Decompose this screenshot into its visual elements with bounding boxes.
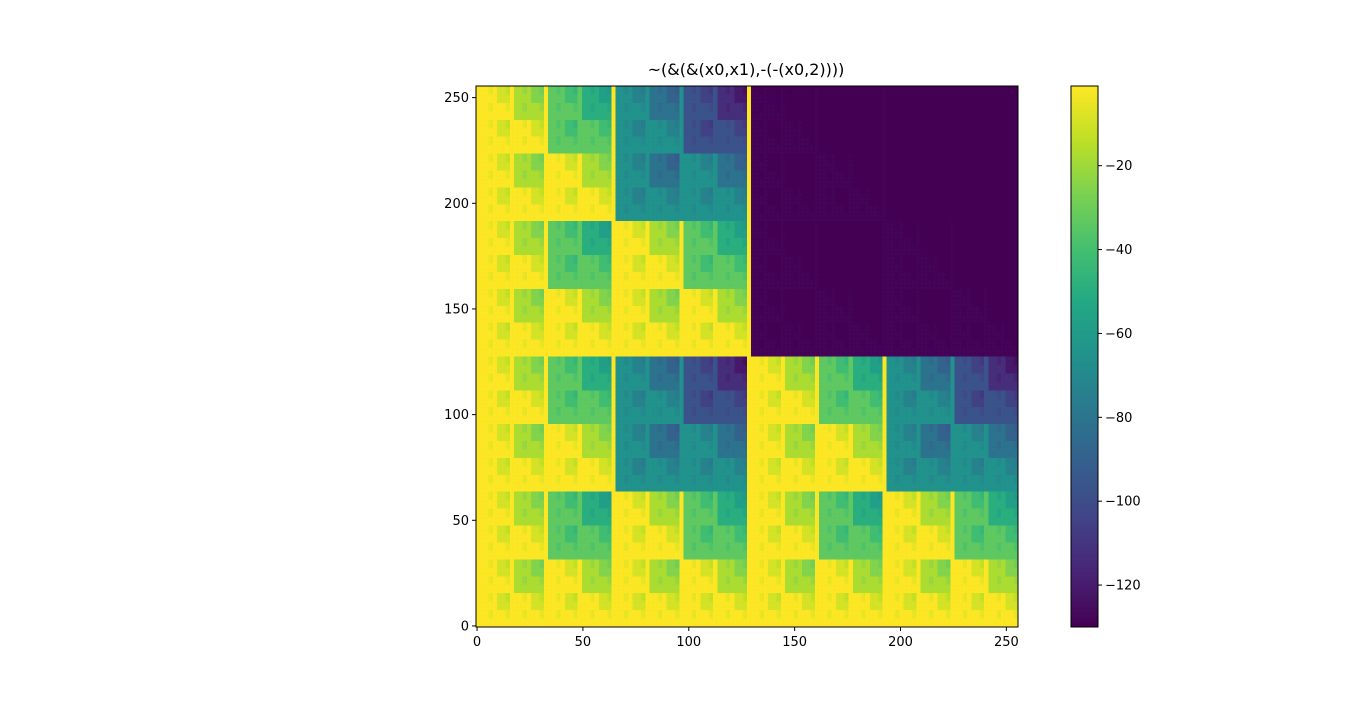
colorbar-tick-label: −120 <box>1105 579 1141 594</box>
heatmap-image <box>476 86 1018 627</box>
x-tick-label: 50 <box>575 635 592 650</box>
colorbar-tick-label: −80 <box>1105 411 1132 426</box>
colorbar-tick-label: −40 <box>1105 243 1132 258</box>
heatmap-frame <box>475 85 1019 628</box>
colorbar-tick-label: −20 <box>1105 159 1132 174</box>
x-tick-label: 100 <box>676 635 701 650</box>
colorbar-frame <box>1070 85 1099 628</box>
colorbar-tick-label: −60 <box>1105 327 1132 342</box>
heatmap-plot-area <box>476 86 1018 627</box>
x-axis: 0 50 100 150 200 250 <box>473 627 1019 650</box>
x-tick-label: 0 <box>473 635 481 650</box>
x-tick-label: 200 <box>888 635 913 650</box>
y-axis: 0 50 100 150 200 250 <box>444 91 476 634</box>
colorbar-axis: −20 −40 −60 −80 −100 −120 <box>1098 159 1141 594</box>
y-tick-label: 100 <box>444 408 469 423</box>
y-tick-label: 0 <box>461 619 469 634</box>
colorbar-tick-label: −100 <box>1105 495 1141 510</box>
x-tick-label: 250 <box>994 635 1019 650</box>
colorbar-canvas <box>1071 86 1098 627</box>
y-tick-label: 150 <box>444 302 469 317</box>
colorbar-gradient <box>1071 86 1098 627</box>
y-tick-label: 200 <box>444 197 469 212</box>
chart-title: ~(&(&(x0,x1),-(-(x0,2)))) <box>648 60 845 79</box>
x-tick-label: 150 <box>782 635 807 650</box>
y-tick-label: 250 <box>444 91 469 106</box>
y-tick-label: 50 <box>452 514 469 529</box>
